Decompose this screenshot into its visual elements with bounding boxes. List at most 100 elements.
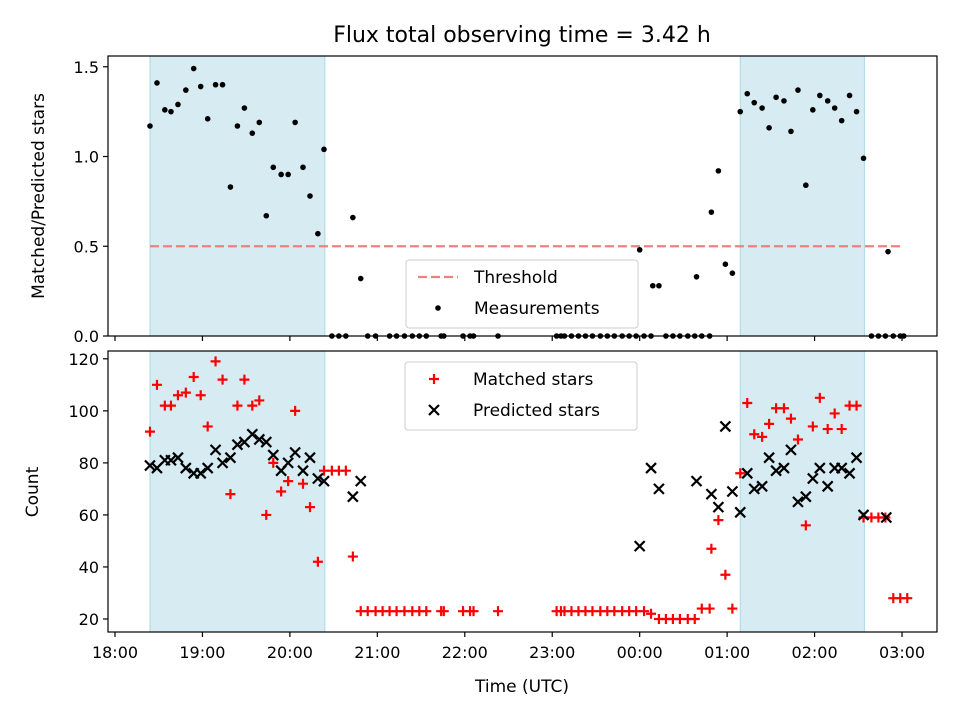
measurement-point [263, 212, 270, 219]
matched-point [493, 606, 504, 617]
matched-point [165, 400, 176, 411]
predicted-point [748, 483, 761, 495]
matched-point [239, 374, 250, 385]
predicted-point [347, 490, 359, 503]
predicted-point [756, 480, 768, 493]
measurement-point [241, 105, 248, 111]
plots-layer: 0.0 0.5 1.0 1.5 Threshold Measurements 20 40 60 8… [68, 55, 938, 662]
predicted-point [800, 490, 812, 503]
measurement-point [729, 270, 736, 276]
bottom-y-axis-label: Count [23, 466, 43, 517]
matched-point [225, 489, 236, 500]
x-tick-label: 20:00 [267, 643, 313, 662]
y-tick-label: 60 [79, 506, 99, 525]
matched-point [247, 400, 258, 411]
legend-label: Predicted stars [473, 401, 600, 421]
measurement-point [759, 105, 765, 111]
matched-point [749, 429, 760, 440]
measurement-point [751, 99, 758, 106]
predicted-point [172, 451, 184, 464]
shaded-interval [149, 350, 326, 633]
predicted-point [719, 420, 732, 433]
axes-frame [107, 55, 938, 337]
measurement-point [197, 83, 204, 90]
measurement-point [824, 98, 831, 104]
measurement-point [278, 171, 284, 178]
predicted-point [741, 467, 754, 480]
x-axis-label: Time (UTC) [474, 677, 569, 697]
predicted-point [785, 444, 797, 456]
predicted-point [712, 501, 725, 513]
matched-point [340, 465, 351, 476]
y-tick-label: 1.0 [74, 148, 99, 167]
predicted-point [807, 472, 819, 485]
matched-point [261, 509, 272, 520]
matched-point [202, 421, 213, 432]
measurement-point [183, 87, 189, 93]
y-tick-label: 0.5 [74, 237, 99, 256]
x-tick-label: 21:00 [354, 643, 400, 662]
y-tick-label: 1.5 [74, 58, 99, 77]
matched-point [800, 520, 811, 531]
y-tick-label: 100 [68, 402, 99, 421]
matched-point [151, 379, 162, 390]
x-tick-label: 02:00 [792, 643, 838, 662]
predicted-point [253, 433, 266, 446]
predicted-point [653, 483, 665, 495]
predicted-point [857, 509, 870, 521]
matched-point [217, 374, 228, 385]
measurement-point [838, 117, 845, 124]
measurement-point [656, 282, 662, 289]
chart-title: Flux total observing time = 3.42 h [333, 23, 711, 48]
measurement-point [190, 65, 197, 72]
matched-point [276, 486, 287, 497]
matched-point [347, 551, 358, 562]
axes-frame [107, 350, 938, 633]
predicted-point [246, 428, 259, 441]
predicted-point [180, 462, 192, 474]
predicted-point [690, 475, 703, 487]
measurement-point [803, 182, 809, 189]
matched-point [851, 400, 862, 411]
measurement-point [219, 81, 226, 88]
measurement-point [175, 101, 181, 108]
legend-box [404, 361, 638, 431]
measurement-point [885, 248, 891, 255]
x-tick-label: 22:00 [442, 643, 488, 662]
measurement-point [831, 105, 838, 111]
measurement-point [249, 130, 256, 136]
measurement-point [693, 273, 700, 280]
matched-point [421, 606, 432, 617]
matched-point [792, 434, 803, 445]
x-tick-label: 01:00 [704, 643, 750, 662]
predicted-point [267, 449, 280, 461]
measurement-point [315, 230, 321, 237]
matched-point [210, 356, 221, 367]
predicted-point [304, 451, 316, 464]
y-tick-label: 120 [68, 350, 99, 369]
predicted-point [645, 462, 657, 474]
matched-point [764, 418, 775, 429]
predicted-point [297, 464, 309, 477]
matched-point [727, 603, 738, 614]
x-tick-label: 18:00 [92, 643, 138, 662]
bottom-panel: 20 40 60 80 100 120 18:00 19:00 20:00 21:00 22:00 2… [68, 350, 938, 662]
predicted-point [778, 462, 790, 474]
measurement-point [649, 282, 656, 289]
matched-point [298, 478, 309, 489]
legend-box [405, 259, 639, 329]
matched-point [706, 543, 717, 554]
matched-point [689, 613, 700, 624]
predicted-point [850, 451, 863, 464]
measurement-point [766, 124, 772, 131]
measurement-point [154, 80, 160, 86]
matched-point [704, 603, 715, 614]
predicted-point [165, 454, 177, 467]
measurement-point [636, 247, 643, 253]
measurement-point [168, 108, 174, 115]
predicted-point [763, 451, 775, 464]
predicted-point [231, 438, 244, 451]
legend-label: Matched stars [473, 370, 593, 390]
measurement-point [292, 119, 298, 126]
